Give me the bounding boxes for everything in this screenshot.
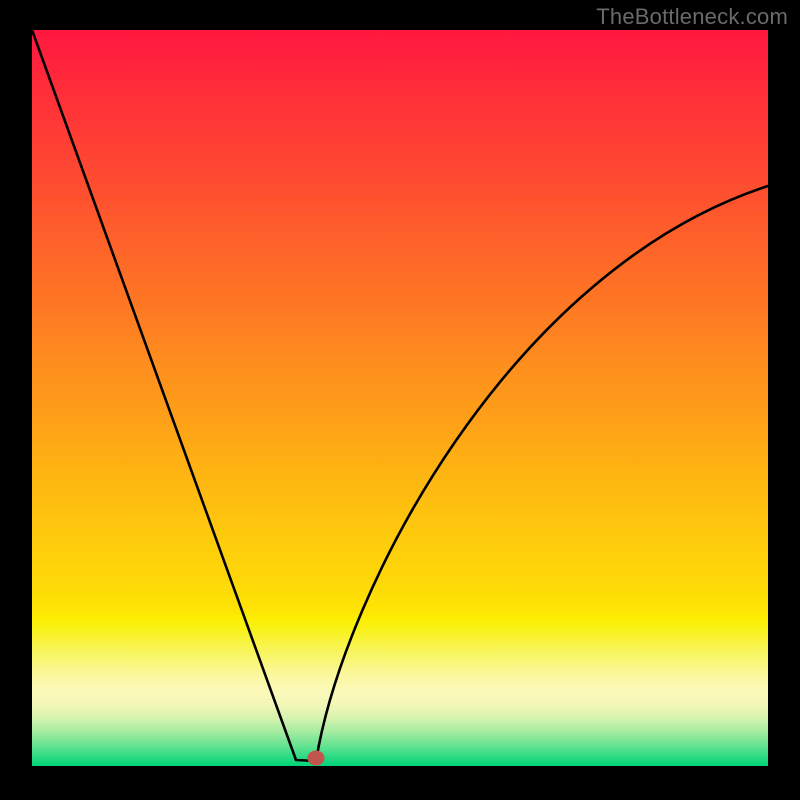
gradient-background <box>32 30 768 766</box>
plot-area <box>32 30 768 766</box>
watermark-text: TheBottleneck.com <box>596 4 788 30</box>
